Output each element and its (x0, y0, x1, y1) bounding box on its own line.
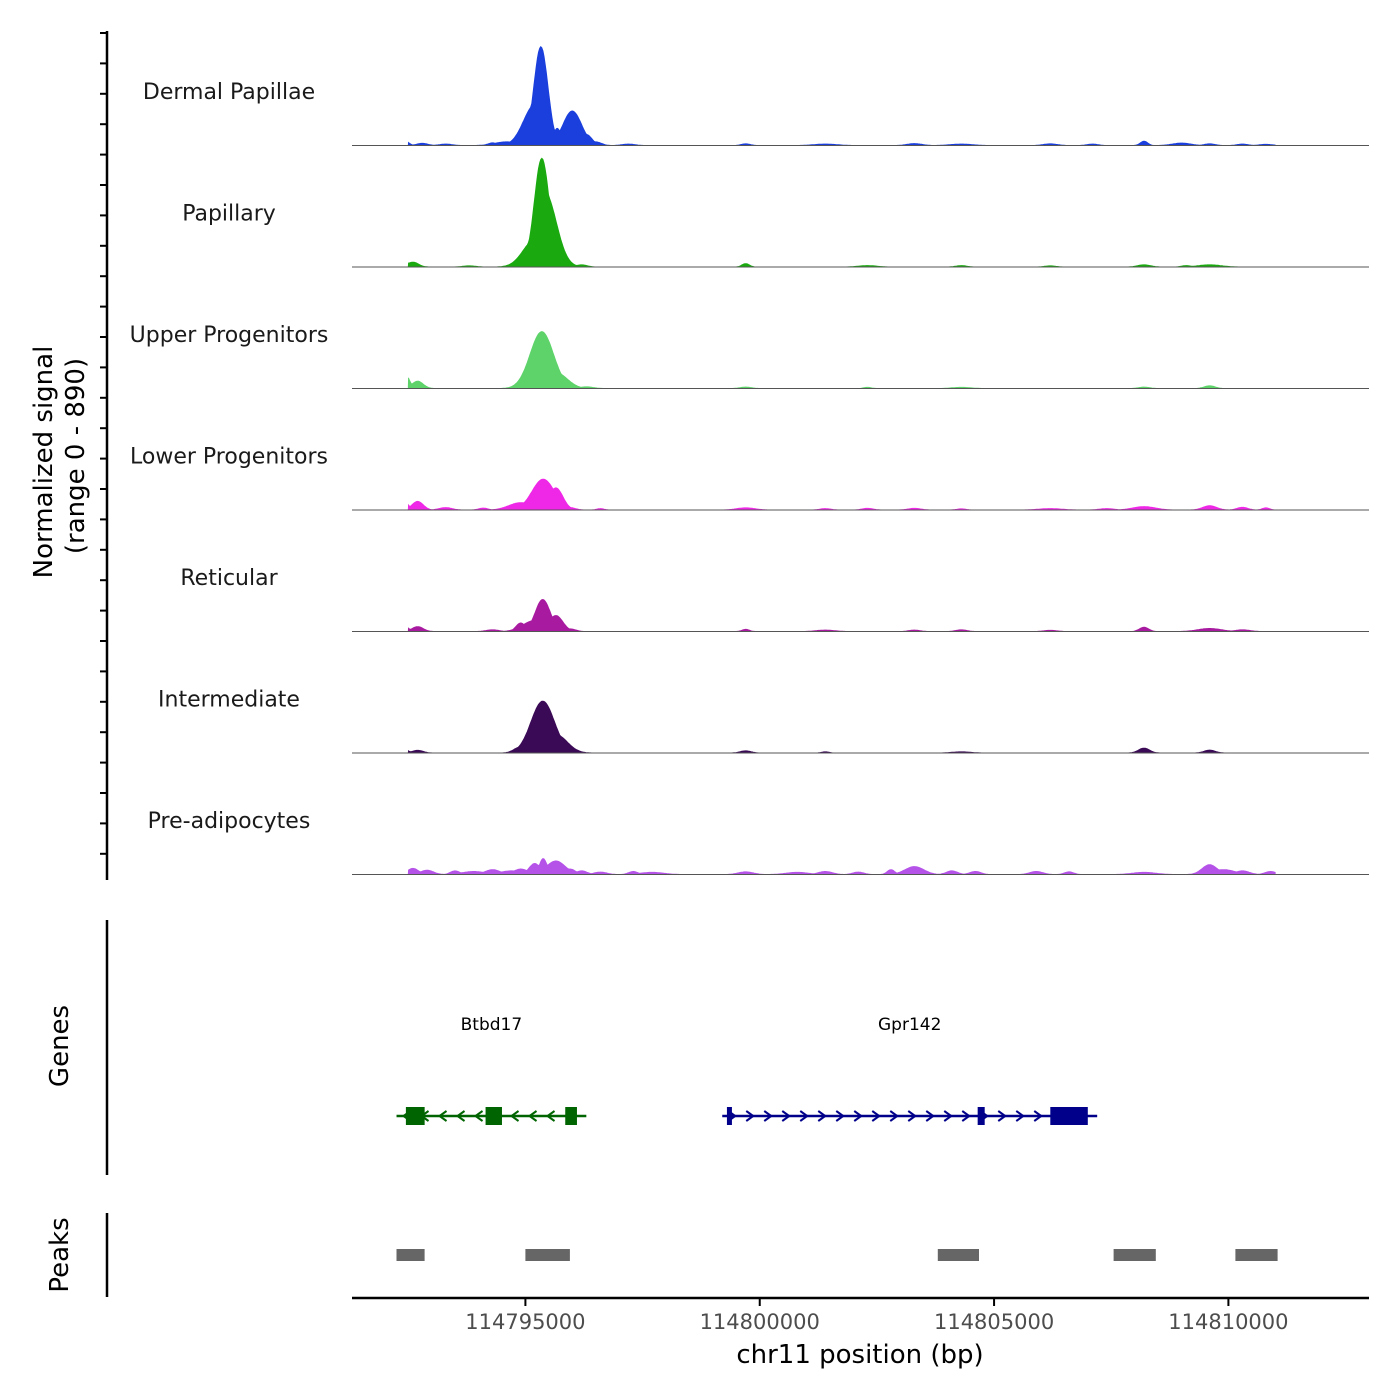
x-axis-ticks: 114795000 114800000 114805000 114810000 (465, 1298, 1289, 1334)
coverage-track: Lower Progenitors (130, 445, 1369, 511)
strand-arrow (473, 1110, 484, 1122)
strand-arrow (545, 1110, 556, 1122)
track-label: Intermediate (158, 688, 300, 713)
track-label: Pre-adipocytes (148, 809, 311, 834)
peak-region (937, 1249, 979, 1261)
strand-arrow (527, 1110, 538, 1122)
coverage-track: Intermediate (158, 688, 1369, 754)
track-label: Dermal Papillae (143, 80, 315, 105)
coverage-area (407, 478, 1277, 511)
strand-arrow (1015, 1110, 1025, 1122)
gene-exon (485, 1107, 502, 1125)
x-axis-tick-label: 114800000 (700, 1310, 820, 1334)
gene-exon (1050, 1107, 1088, 1125)
peak-region (525, 1249, 570, 1261)
strand-arrow (925, 1110, 935, 1122)
coverage-area (407, 157, 1276, 268)
y-axis-title-line2: (range 0 - 890) (61, 358, 91, 554)
gene-name-label: Btbd17 (461, 1015, 523, 1035)
strand-arrow (961, 1110, 971, 1122)
peak-region (1235, 1249, 1278, 1261)
peak-region (396, 1249, 425, 1261)
strand-arrow (745, 1110, 755, 1122)
gene-name-label: Gpr142 (878, 1015, 941, 1035)
genes-track: Genes Btbd17 Gpr142 (45, 920, 1098, 1175)
gene-exon (977, 1107, 985, 1125)
strand-arrow (943, 1110, 953, 1122)
coverage-track: Dermal Papillae (143, 45, 1369, 146)
strand-arrow (817, 1110, 827, 1122)
coverage-track: Papillary (182, 157, 1369, 268)
strand-arrow (1033, 1110, 1043, 1122)
gene-model: Btbd17 (396, 1015, 587, 1125)
coverage-area (407, 331, 1276, 389)
coverage-tracks: Dermal Papillae Papillary Upper Progenitor… (130, 45, 1369, 875)
peaks-track: Peaks (45, 1213, 1278, 1297)
gene-exon (565, 1107, 577, 1125)
strand-arrow (763, 1110, 773, 1122)
coverage-area (407, 598, 1276, 632)
coverage-track: Reticular (180, 566, 1369, 632)
signal-y-axis (100, 31, 109, 880)
x-axis-tick-label: 114810000 (1168, 1310, 1288, 1334)
strand-arrow (781, 1110, 791, 1122)
track-label: Upper Progenitors (130, 323, 329, 348)
coverage-area (407, 45, 1276, 146)
coverage-area (407, 858, 1276, 875)
gene-exon (405, 1107, 425, 1125)
peak-region (1113, 1249, 1156, 1261)
x-axis-tick-label: 114805000 (934, 1310, 1054, 1334)
track-label: Lower Progenitors (130, 445, 328, 470)
coverage-track: Upper Progenitors (130, 323, 1369, 389)
strand-arrow (455, 1110, 466, 1122)
coverage-area (407, 700, 1276, 754)
strand-arrow (871, 1110, 881, 1122)
gene-exon (726, 1107, 732, 1125)
strand-arrow (799, 1110, 809, 1122)
position-x-axis: 114795000 114800000 114805000 114810000 chr… (352, 1296, 1369, 1370)
signal-y-axis-ticks (100, 32, 107, 855)
strand-arrow (853, 1110, 863, 1122)
x-axis-title: chr11 position (bp) (736, 1340, 983, 1370)
strand-arrow (997, 1110, 1007, 1122)
strand-arrow (835, 1110, 845, 1122)
x-axis-tick-label: 114795000 (465, 1310, 585, 1334)
y-axis-title-line1: Normalized signal (29, 346, 59, 579)
strand-arrow (907, 1110, 917, 1122)
strand-arrow (889, 1110, 899, 1122)
gene-model: Gpr142 (722, 1015, 1098, 1125)
track-label: Reticular (180, 566, 278, 591)
track-label: Papillary (182, 202, 276, 227)
coverage-track: Pre-adipocytes (148, 809, 1369, 875)
peaks-track-label: Peaks (45, 1217, 75, 1292)
strand-arrow (437, 1110, 448, 1122)
genes-track-label: Genes (45, 1005, 75, 1087)
strand-arrow (509, 1110, 520, 1122)
